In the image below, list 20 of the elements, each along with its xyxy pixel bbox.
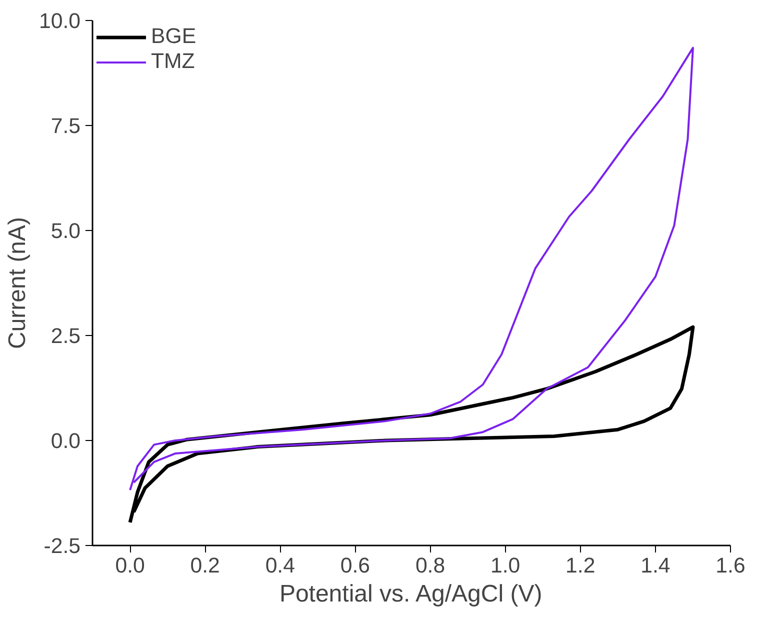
x-tick-label: 0.2 — [190, 554, 220, 578]
x-tick-label: 0.0 — [115, 554, 145, 578]
x-axis-title: Potential vs. Ag/AgCl (V) — [279, 580, 542, 608]
x-tick-label: 1.2 — [566, 554, 596, 578]
x-tick-label: 1.6 — [716, 554, 746, 578]
y-tick-label: 10.0 — [38, 9, 81, 33]
y-tick-label: 0.0 — [50, 429, 81, 453]
y-tick-label: 7.5 — [50, 114, 81, 138]
legend-label: BGE — [151, 24, 196, 49]
y-tick-label: -2.5 — [44, 534, 81, 558]
x-tick-label: 0.4 — [265, 554, 296, 578]
y-tick-label: 5.0 — [50, 219, 81, 243]
x-tick-label: 0.8 — [415, 554, 446, 578]
line-series — [129, 46, 694, 492]
x-tick-label: 0.6 — [340, 554, 370, 578]
legend-label: TMZ — [151, 49, 195, 74]
x-tick-label: 1.4 — [640, 554, 670, 578]
y-axis-title: Current (nA) — [4, 216, 31, 350]
x-tick-label: 1.0 — [490, 554, 520, 578]
y-tick-label: 2.5 — [50, 324, 81, 348]
